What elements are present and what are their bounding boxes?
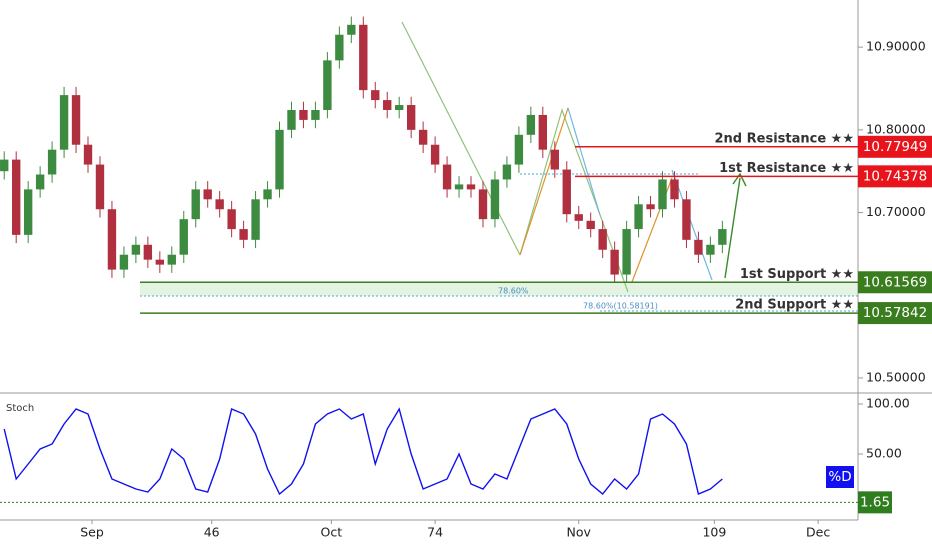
candle-body bbox=[215, 199, 224, 210]
candle-body bbox=[83, 144, 93, 165]
y-tick-label: 10.70000 bbox=[866, 204, 926, 219]
candle-body bbox=[143, 244, 153, 260]
candle-body bbox=[562, 169, 571, 215]
candle-body bbox=[682, 199, 691, 240]
candle-body bbox=[23, 189, 33, 235]
y-tick-label: 10.50000 bbox=[866, 369, 926, 384]
stoch-tick-label: 100.00 bbox=[866, 396, 910, 411]
stoch-title: Stoch bbox=[6, 403, 34, 414]
candle-body bbox=[466, 184, 476, 190]
level-name: 1st Resistance ★★ bbox=[719, 161, 854, 176]
candle-body bbox=[131, 244, 141, 255]
candle-body bbox=[179, 219, 188, 255]
candle-body bbox=[95, 164, 105, 210]
level-price-box bbox=[858, 271, 932, 294]
candle-body bbox=[514, 134, 524, 165]
level-name: 2nd Support ★★ bbox=[735, 298, 854, 313]
candle-body bbox=[718, 229, 727, 245]
candle-body bbox=[371, 90, 380, 101]
candle-body bbox=[454, 184, 464, 190]
candle-body bbox=[299, 109, 308, 120]
candle-body bbox=[395, 105, 404, 110]
stoch-line bbox=[3, 407, 723, 496]
candle-body bbox=[526, 114, 536, 135]
x-tick-label: 109 bbox=[702, 525, 726, 540]
x-tick-label: Dec bbox=[806, 525, 830, 540]
x-tick-label: Nov bbox=[567, 525, 592, 540]
candle-body bbox=[239, 229, 248, 240]
candle-body bbox=[502, 164, 512, 180]
candle-body bbox=[670, 179, 679, 200]
candle-body bbox=[442, 164, 452, 190]
level-price: 10.61569 bbox=[863, 274, 927, 290]
candle-body bbox=[12, 159, 21, 235]
level-name: 1st Support ★★ bbox=[740, 267, 854, 282]
candle-body bbox=[418, 129, 428, 145]
stoch-name: %D bbox=[828, 469, 851, 485]
candle-body bbox=[694, 239, 703, 255]
candle-body bbox=[574, 214, 583, 221]
level-price: 10.74378 bbox=[863, 168, 927, 184]
candle-body bbox=[155, 259, 165, 265]
fib-label: 78.60%(10.58191) bbox=[583, 302, 658, 311]
y-tick-label: 10.80000 bbox=[866, 121, 926, 136]
candle-body bbox=[634, 204, 643, 230]
candle-body bbox=[287, 109, 296, 130]
candle-body bbox=[490, 179, 500, 220]
candle-body bbox=[263, 189, 272, 200]
stoch-level-label: 1.65 bbox=[860, 494, 890, 510]
x-tick-label: 46 bbox=[204, 525, 220, 540]
candle-body bbox=[47, 149, 57, 175]
level-price-box bbox=[858, 302, 932, 325]
candle-body bbox=[227, 209, 236, 230]
candle-body bbox=[71, 95, 81, 145]
candle-body bbox=[706, 244, 715, 255]
candle-body bbox=[430, 144, 440, 165]
candle-body bbox=[251, 199, 260, 240]
candle-body bbox=[335, 34, 344, 61]
candle-body bbox=[59, 95, 69, 150]
candle-body bbox=[550, 149, 559, 170]
candle-body bbox=[478, 189, 488, 220]
candle-body bbox=[658, 179, 667, 210]
candle-body bbox=[35, 174, 45, 190]
level-price: 10.57842 bbox=[863, 305, 927, 321]
candle-body bbox=[586, 220, 595, 230]
stoch-level-box bbox=[858, 491, 892, 514]
candle-body bbox=[347, 24, 356, 35]
candle-body bbox=[167, 254, 176, 265]
y-tick-label: 10.90000 bbox=[866, 39, 926, 54]
candle-body bbox=[406, 105, 416, 130]
level-price-box bbox=[858, 165, 932, 188]
candle-body bbox=[311, 109, 320, 120]
x-tick-label: 74 bbox=[427, 525, 443, 540]
support-zone bbox=[140, 282, 858, 296]
candle-body bbox=[359, 24, 368, 91]
x-tick-label: Sep bbox=[80, 525, 104, 540]
fib-label: 78.60% bbox=[498, 287, 529, 296]
candle-body bbox=[323, 60, 332, 110]
candle-body bbox=[538, 114, 548, 150]
candle-body bbox=[275, 129, 284, 190]
stoch-name-box bbox=[826, 466, 854, 488]
candle-body bbox=[203, 189, 212, 200]
candle-body bbox=[0, 159, 9, 172]
candle-body bbox=[119, 254, 129, 270]
candle-body bbox=[610, 249, 619, 275]
x-tick-label: Oct bbox=[321, 525, 343, 540]
candle-body bbox=[598, 229, 607, 250]
stoch-tick-label: 50.00 bbox=[866, 446, 902, 461]
candle-body bbox=[622, 229, 631, 275]
level-price-box bbox=[858, 135, 932, 158]
level-price: 10.77949 bbox=[863, 139, 927, 155]
candle-body bbox=[191, 189, 200, 220]
level-name: 2nd Resistance ★★ bbox=[715, 131, 855, 146]
candle-body bbox=[646, 204, 655, 210]
candle-body bbox=[383, 100, 392, 110]
candle-body bbox=[107, 209, 117, 270]
